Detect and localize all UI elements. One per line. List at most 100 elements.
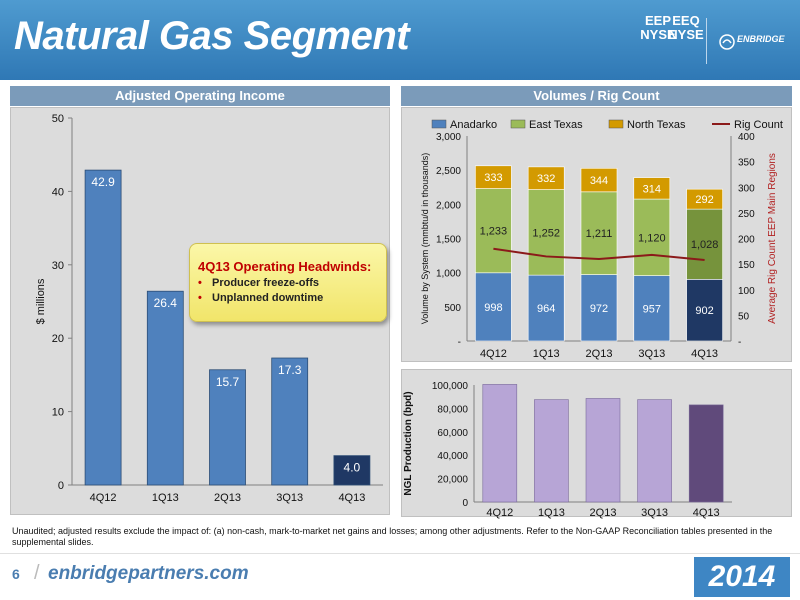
ticker-eeq-exchange: NYSE — [668, 27, 704, 42]
ticker-eeq-badge: EEQ NYSE — [664, 14, 708, 41]
y2-tick-label: 300 — [738, 183, 755, 194]
y2-tick-label: 150 — [738, 260, 755, 271]
stacked-bar-segment — [633, 177, 671, 200]
site-url-link[interactable]: enbridgepartners.com — [48, 563, 249, 584]
stacked-bar-segment — [527, 166, 565, 190]
data-label: 972 — [590, 303, 608, 315]
legend-label: Rig Count — [734, 119, 783, 131]
x-tick-label: 4Q13 — [693, 507, 720, 519]
rig-count-line — [493, 247, 705, 262]
data-label: 1,120 — [638, 232, 666, 244]
data-label: 333 — [484, 172, 502, 184]
bar — [333, 455, 371, 486]
ticker-eep-exchange: NYSE — [640, 27, 676, 42]
y-tick-label: 3,000 — [436, 132, 461, 143]
y-tick-label: 1,500 — [436, 235, 461, 246]
x-tick-label: 1Q13 — [533, 348, 560, 360]
callout-item: • Producer freeze-offs — [198, 277, 380, 289]
bar — [146, 290, 184, 486]
y2-tick-label: 200 — [738, 235, 755, 246]
y2-tick-label: 350 — [738, 158, 755, 169]
data-label: 1,211 — [586, 228, 613, 240]
y-tick-label: - — [458, 337, 461, 348]
x-tick-label: 4Q12 — [90, 492, 117, 504]
y2-tick-label: - — [738, 337, 741, 348]
stacked-bar-segment — [580, 168, 618, 193]
y-axis-title: Volume by System (mmbtu/d in thousands) — [420, 153, 430, 325]
data-label: 332 — [537, 173, 555, 185]
x-tick-label: 2Q13 — [590, 507, 617, 519]
data-label: 15.7 — [216, 375, 240, 389]
data-label: 1,252 — [532, 227, 560, 239]
stacked-bar-segment — [475, 165, 512, 189]
footer-divider: / — [34, 562, 40, 584]
bar — [585, 398, 621, 503]
stacked-bar-segment — [633, 198, 671, 276]
y-tick-label: 100,000 — [432, 381, 469, 392]
callout-title: 4Q13 Operating Headwinds: — [198, 259, 372, 274]
ticker-eep-symbol: EEP — [644, 13, 671, 28]
y-tick-label: 2,500 — [436, 166, 461, 177]
legend-label: Anadarko — [450, 119, 497, 131]
y-axis-title: $ millions — [35, 278, 47, 324]
x-tick-label: 4Q13 — [338, 492, 365, 504]
panel-title-operating-income: Adjusted Operating Income — [10, 86, 390, 106]
stacked-bar-segment — [580, 274, 618, 342]
year-badge: 2014 — [694, 557, 790, 597]
stacked-bar-segment — [633, 275, 671, 342]
enbridge-logo-text: ENBRIDGE — [737, 34, 785, 44]
stacked-bar-segment — [580, 191, 618, 275]
y-axis-title: NGL Production (bpd) — [403, 391, 414, 495]
callout-item-text: Producer freeze-offs — [212, 277, 319, 289]
legend-swatch — [608, 119, 624, 129]
ticker-eeq-symbol: EEQ — [672, 13, 700, 28]
y-tick-label: 40,000 — [437, 451, 468, 462]
y-tick-label: 0 — [462, 498, 468, 509]
x-tick-label: 3Q13 — [638, 348, 665, 360]
data-label: 1,233 — [480, 226, 508, 238]
stacked-bar-segment — [686, 279, 723, 342]
y-tick-label: 1,000 — [436, 269, 461, 280]
bullet-icon: • — [198, 277, 202, 289]
data-label: 17.3 — [278, 363, 302, 377]
x-tick-label: 2Q13 — [586, 348, 613, 360]
data-label: 902 — [695, 305, 713, 317]
y2-tick-label: 50 — [738, 311, 750, 322]
data-label: 314 — [643, 183, 661, 195]
x-tick-label: 3Q13 — [276, 492, 303, 504]
stacked-bar-segment — [475, 272, 512, 342]
y-tick-label: 80,000 — [437, 404, 468, 415]
bar — [209, 369, 246, 486]
bar — [637, 399, 672, 503]
stacked-bar-segment — [527, 274, 565, 342]
y-tick-label: 0 — [58, 480, 64, 492]
x-tick-label: 4Q13 — [691, 348, 718, 360]
x-tick-label: 4Q12 — [480, 348, 507, 360]
footnote: Unaudited; adjusted results exclude the … — [12, 526, 773, 547]
y-tick-label: 40 — [52, 186, 64, 198]
legend-swatch — [431, 119, 447, 129]
slide-title: Natural Gas Segment — [14, 14, 410, 58]
page-number: 6 — [12, 566, 20, 582]
data-label: 1,028 — [691, 239, 719, 251]
enbridge-logo: ENBRIDGE — [706, 18, 796, 64]
x-tick-label: 1Q13 — [538, 507, 565, 519]
bar — [688, 404, 724, 503]
y-tick-label: 500 — [444, 303, 461, 314]
y-tick-label: 30 — [52, 260, 64, 272]
stacked-bar-segment — [686, 188, 723, 210]
x-tick-label: 1Q13 — [152, 492, 179, 504]
enbridge-logo-mark-icon — [719, 34, 735, 50]
y-tick-label: 10 — [52, 407, 64, 419]
y-tick-label: 20 — [52, 333, 64, 345]
y2-tick-label: 400 — [738, 132, 755, 143]
headwinds-callout: 4Q13 Operating Headwinds: • Producer fre… — [189, 243, 387, 322]
panel-title-volumes: Volumes / Rig Count — [401, 86, 792, 106]
bar — [84, 169, 122, 486]
y-tick-label: 50 — [52, 113, 64, 125]
y2-tick-label: 250 — [738, 209, 755, 220]
y2-tick-label: 100 — [738, 286, 755, 297]
legend-swatch — [510, 119, 526, 129]
y2-axis-title: Average Rig Count EEP Main Regions — [767, 153, 778, 324]
